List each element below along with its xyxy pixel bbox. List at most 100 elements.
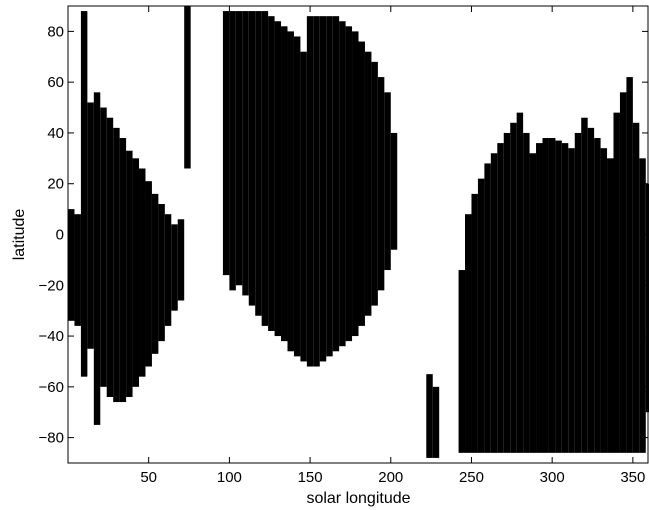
coverage-stripe <box>426 374 433 458</box>
coverage-stripe <box>293 36 301 357</box>
coverage-stripe <box>274 21 282 337</box>
y-tick-label: 40 <box>47 125 64 142</box>
coverage-stripe <box>229 11 236 291</box>
coverage-stripe <box>574 132 582 453</box>
coverage-stripe <box>639 158 646 453</box>
coverage-stripe <box>432 386 440 458</box>
coverage-stripe <box>255 11 262 316</box>
coverage-stripe <box>613 112 620 453</box>
coverage-stripe <box>581 117 588 453</box>
coverage-stripe <box>332 16 340 352</box>
y-tick-label: 20 <box>47 176 64 193</box>
coverage-stripe <box>465 214 472 453</box>
x-axis-ticks: 50 100 150 200 250 300 350 <box>140 6 645 486</box>
coverage-stripe <box>529 153 537 453</box>
coverage-stripe <box>339 21 346 347</box>
y-tick-label: 0 <box>56 227 64 244</box>
x-tick-label: 100 <box>217 469 242 486</box>
coverage-stripe <box>261 11 269 326</box>
y-tick-label: −60 <box>39 379 64 396</box>
y-axis-ticks: −80 −60 −40 −20 0 20 40 60 80 <box>39 23 648 447</box>
coverage-stripe <box>477 178 485 453</box>
coverage-stripe <box>242 11 249 296</box>
coverage-stripe <box>377 77 385 291</box>
coverage-stripe <box>471 193 478 453</box>
coverage-stripe <box>645 183 649 413</box>
coverage-stripe <box>510 122 517 453</box>
coverage-stripe <box>600 148 608 453</box>
coverage-stripe <box>158 204 165 342</box>
coverage-stripe <box>235 11 243 286</box>
coverage-stripe <box>523 132 530 453</box>
coverage-stripe <box>594 138 601 453</box>
coverage-stripe <box>313 16 320 367</box>
coverage-stripe <box>371 61 378 306</box>
coverage-stripe <box>352 31 359 337</box>
x-tick-label: 50 <box>140 469 157 486</box>
coverage-stripe <box>74 214 81 326</box>
coverage-stripe <box>619 92 627 453</box>
coverage-stripe <box>100 107 107 387</box>
y-tick-label: 80 <box>47 23 64 40</box>
y-tick-label: 60 <box>47 74 64 91</box>
coverage-stripe <box>587 127 595 453</box>
coverage-stripe <box>358 41 365 326</box>
coverage-marks <box>68 6 649 458</box>
coverage-stripe <box>384 92 391 271</box>
y-tick-label: −20 <box>39 277 64 294</box>
coverage-stripe <box>145 181 152 367</box>
coverage-stripe <box>555 140 562 453</box>
coverage-stripe <box>306 16 314 367</box>
y-tick-label: −80 <box>39 430 64 447</box>
y-axis-label: latitude <box>11 209 28 261</box>
coverage-stripe <box>248 11 256 306</box>
x-tick-label: 200 <box>378 469 403 486</box>
coverage-stripe <box>390 132 398 250</box>
coverage-stripe <box>561 143 569 453</box>
coverage-stripe <box>364 51 372 316</box>
coverage-stripe <box>87 102 94 349</box>
coverage-stripe <box>300 51 307 362</box>
coverage-stripe <box>139 168 146 377</box>
coverage-stripe <box>542 138 549 453</box>
coverage-stripe <box>484 163 491 453</box>
coverage-stripe <box>458 270 466 453</box>
coverage-stripe <box>151 193 159 354</box>
coverage-stripe <box>287 31 294 352</box>
y-tick-label: −40 <box>39 328 64 345</box>
coverage-stripe <box>626 77 633 453</box>
coverage-stripe <box>132 158 140 387</box>
coverage-stripe <box>106 117 114 397</box>
x-tick-label: 350 <box>620 469 645 486</box>
coverage-stripe <box>345 26 353 342</box>
coverage-stripe <box>222 11 230 276</box>
coverage-stripe <box>497 143 504 453</box>
x-tick-label: 150 <box>298 469 323 486</box>
coverage-stripe <box>516 112 524 453</box>
x-tick-label: 250 <box>459 469 484 486</box>
coverage-stripe <box>319 16 327 362</box>
coverage-stripe <box>177 219 185 301</box>
coverage-stripe <box>281 26 288 342</box>
coverage-stripe <box>171 224 178 311</box>
coverage-stripe <box>607 158 614 453</box>
coverage-stripe <box>536 143 543 453</box>
coverage-stripe <box>326 16 333 357</box>
coverage-stripe <box>490 153 498 453</box>
coverage-stripe <box>503 132 511 453</box>
coverage-stripe <box>164 214 172 326</box>
x-tick-label: 300 <box>540 469 565 486</box>
coverage-stripe <box>80 11 88 377</box>
x-axis-label: solar longitude <box>306 490 410 507</box>
plot-frame <box>67 5 649 464</box>
coverage-stripe <box>93 92 101 425</box>
coverage-stripe <box>68 209 75 321</box>
coverage-stripe <box>568 148 575 453</box>
coverage-stripe <box>119 138 127 403</box>
coverage-stripe <box>632 122 640 453</box>
coverage-stripe <box>126 150 133 397</box>
coverage-stripe <box>548 138 556 453</box>
coverage-stripe <box>113 127 120 403</box>
coverage-stripe <box>268 16 275 331</box>
